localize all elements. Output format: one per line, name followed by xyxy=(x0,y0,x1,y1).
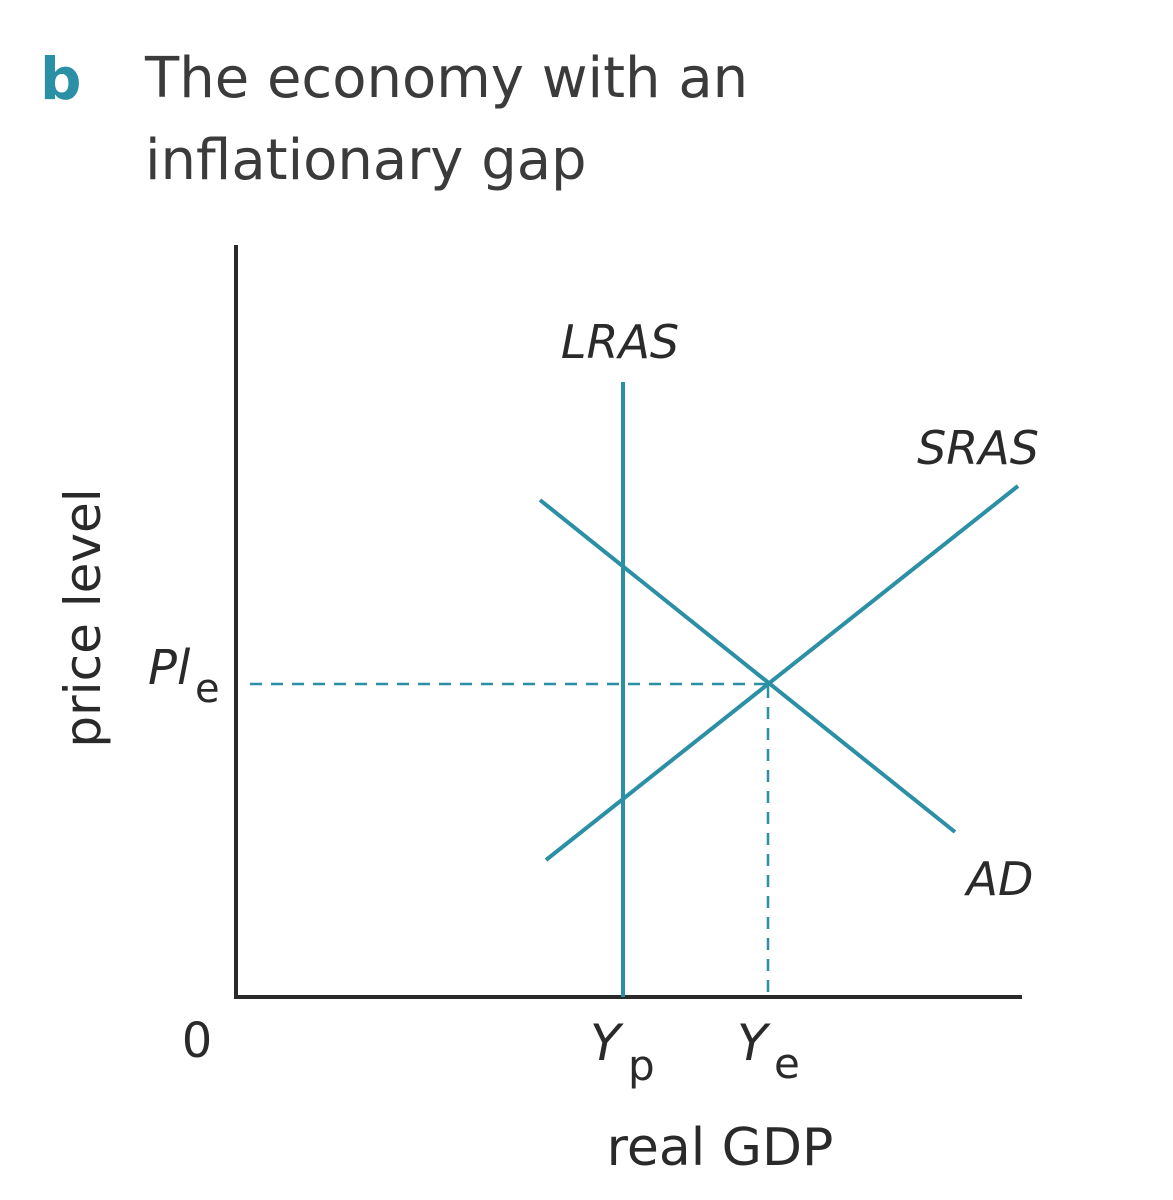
lras-label: LRAS xyxy=(561,315,679,369)
panel-heading: b The economy with an inflationary gap xyxy=(40,38,825,202)
x-axis-label: real GDP xyxy=(607,1118,834,1178)
yp-marker-sub: p xyxy=(628,1041,655,1090)
price-level-marker-main: Pl xyxy=(148,640,191,696)
y-axis-label: price level xyxy=(54,488,112,747)
price-level-marker-sub: e xyxy=(195,666,220,712)
ye-marker-main: Y xyxy=(737,1014,771,1072)
sras-curve xyxy=(544,484,1020,862)
sras-label: SRAS xyxy=(917,421,1039,475)
ad-curve xyxy=(538,498,957,834)
ye-marker-sub: e xyxy=(774,1039,800,1088)
panel-letter: b xyxy=(40,45,82,113)
ad-label: AD xyxy=(964,852,1034,906)
panel-title: The economy with an inflationary gap xyxy=(145,46,749,193)
origin-label: 0 xyxy=(182,1013,213,1069)
yp-marker-main: Y xyxy=(590,1014,624,1072)
